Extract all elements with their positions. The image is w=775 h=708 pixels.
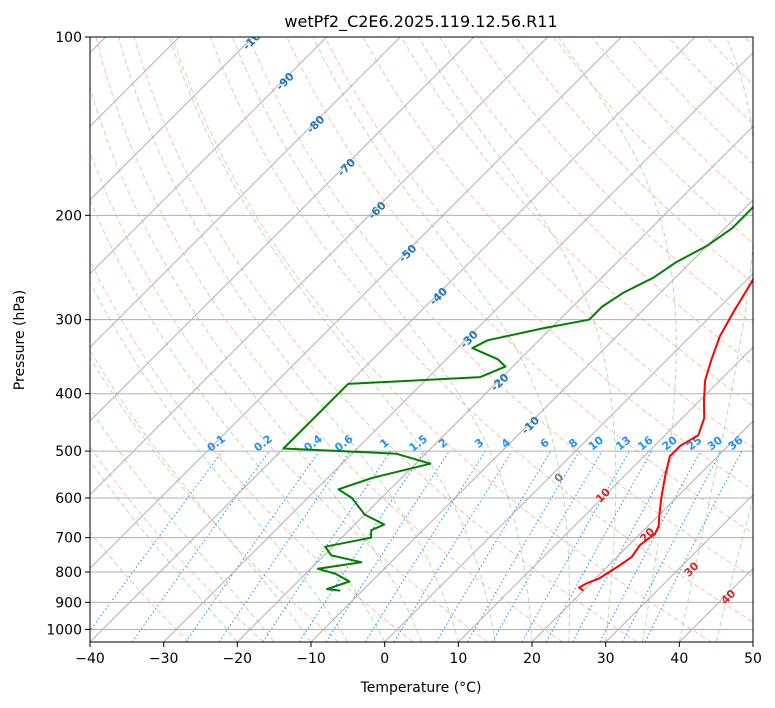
y-tick-label: 500: [55, 444, 82, 460]
x-tick-label: −30: [149, 651, 179, 667]
x-axis-label: Temperature (°C): [360, 680, 482, 696]
dry-adiabat-line: [95, 37, 563, 642]
moist-adiabat-line: [678, 37, 753, 642]
dry-adiabat-line: [90, 531, 190, 642]
y-tick-label: 700: [55, 531, 82, 547]
y-tick-label: 1000: [46, 622, 82, 638]
chart-title: wetPf2_C2E6.2025.119.12.56.R11: [284, 12, 557, 32]
isotherm-lines: [90, 37, 753, 642]
moist-adiabat-line: [168, 37, 496, 642]
isotherm-line: [531, 420, 753, 642]
temperature-profile-line: [578, 277, 753, 592]
dry-adiabat-line: [248, 37, 753, 578]
x-tick-label: 30: [597, 651, 615, 667]
x-tick-label: 20: [523, 651, 541, 667]
pressure-gridlines: [90, 37, 753, 630]
dry-adiabat-line: [171, 37, 712, 642]
plot-frame: [89, 36, 754, 643]
dewpoint-profile-line: [282, 205, 753, 592]
mixing-ratio-line: [545, 450, 653, 642]
y-axis-label: Pressure (hPa): [12, 290, 28, 390]
isotherm-line: [457, 346, 753, 642]
mixing-ratio-line: [644, 450, 743, 642]
moist-adiabat-line: [231, 37, 533, 642]
y-tick-label: 900: [55, 595, 82, 611]
mixing-ratio-line: [218, 450, 351, 642]
dry-adiabat-line: [477, 37, 753, 325]
isotherm-line: [90, 37, 475, 422]
x-tick-label: −20: [223, 651, 253, 667]
isotherm-line: [236, 125, 753, 642]
x-tick-label: 50: [744, 651, 762, 667]
y-tick-label: 300: [55, 313, 82, 329]
mixing-ratio-line: [393, 450, 513, 642]
x-tick-label: −40: [75, 651, 105, 667]
isotherm-line: [90, 37, 622, 570]
y-tick-label: 100: [55, 30, 82, 46]
moist-adiabat-line: [90, 349, 312, 642]
isotherm-line: [163, 51, 753, 642]
mixing-ratio-line: [185, 450, 320, 642]
x-axis-ticks: −40 −30 −20 −10 0 10 20 30 40 50: [75, 642, 762, 667]
moist-adiabat-line: [118, 37, 459, 642]
moist-adiabat-line: [90, 85, 422, 642]
dry-adiabat-line: [210, 37, 753, 623]
isotherm-line: [90, 37, 696, 642]
mixing-ratio-line: [325, 450, 450, 642]
mixing-ratio-line: [131, 450, 270, 642]
dry-adiabat-line: [400, 37, 753, 407]
mixing-ratio-line: [572, 450, 677, 642]
dry-adiabat-line: [90, 259, 414, 642]
moist-adiabat-line: [715, 497, 753, 642]
moist-adiabat-line: [90, 459, 238, 642]
dry-adiabat-line: [324, 37, 753, 491]
moist-adiabat-line: [417, 37, 617, 642]
y-tick-label: 400: [55, 387, 82, 403]
moist-adiabat-line: [90, 198, 386, 642]
profile-series: [282, 205, 753, 592]
isotherm-line: [384, 272, 753, 642]
mixing-ratio-line: [262, 450, 392, 642]
moist-adiabat-line: [90, 281, 349, 642]
x-tick-label: 40: [670, 651, 688, 667]
y-tick-label: 200: [55, 208, 82, 224]
x-tick-label: 0: [380, 651, 389, 667]
moist-adiabat-line: [90, 407, 275, 642]
y-tick-label: 800: [55, 565, 82, 581]
x-tick-label: 10: [449, 651, 467, 667]
dry-adiabat-line: [438, 37, 753, 366]
isotherm-line: [90, 37, 328, 275]
dry-adiabat-line: [591, 37, 753, 204]
isotherm-line: [605, 493, 753, 642]
isotherm-line: [310, 199, 753, 642]
isotherm-line: [90, 37, 254, 201]
mixing-ratio-line: [521, 450, 630, 642]
y-axis-ticks: 100 200 300 400 500 600 700 800 900 1000: [46, 30, 90, 638]
x-tick-label: −10: [296, 651, 326, 667]
moist-adiabat-line: [312, 37, 570, 642]
isotherm-line: [90, 37, 549, 496]
mixing-ratio-lines: [90, 450, 743, 642]
isotherm-line: [90, 37, 401, 349]
mixing-ratio-line: [90, 450, 223, 632]
moist-adiabat-line: [558, 37, 677, 642]
y-tick-label: 600: [55, 491, 82, 507]
dry-adiabat-line: [515, 37, 753, 284]
dry-adiabat-line: [362, 37, 753, 449]
